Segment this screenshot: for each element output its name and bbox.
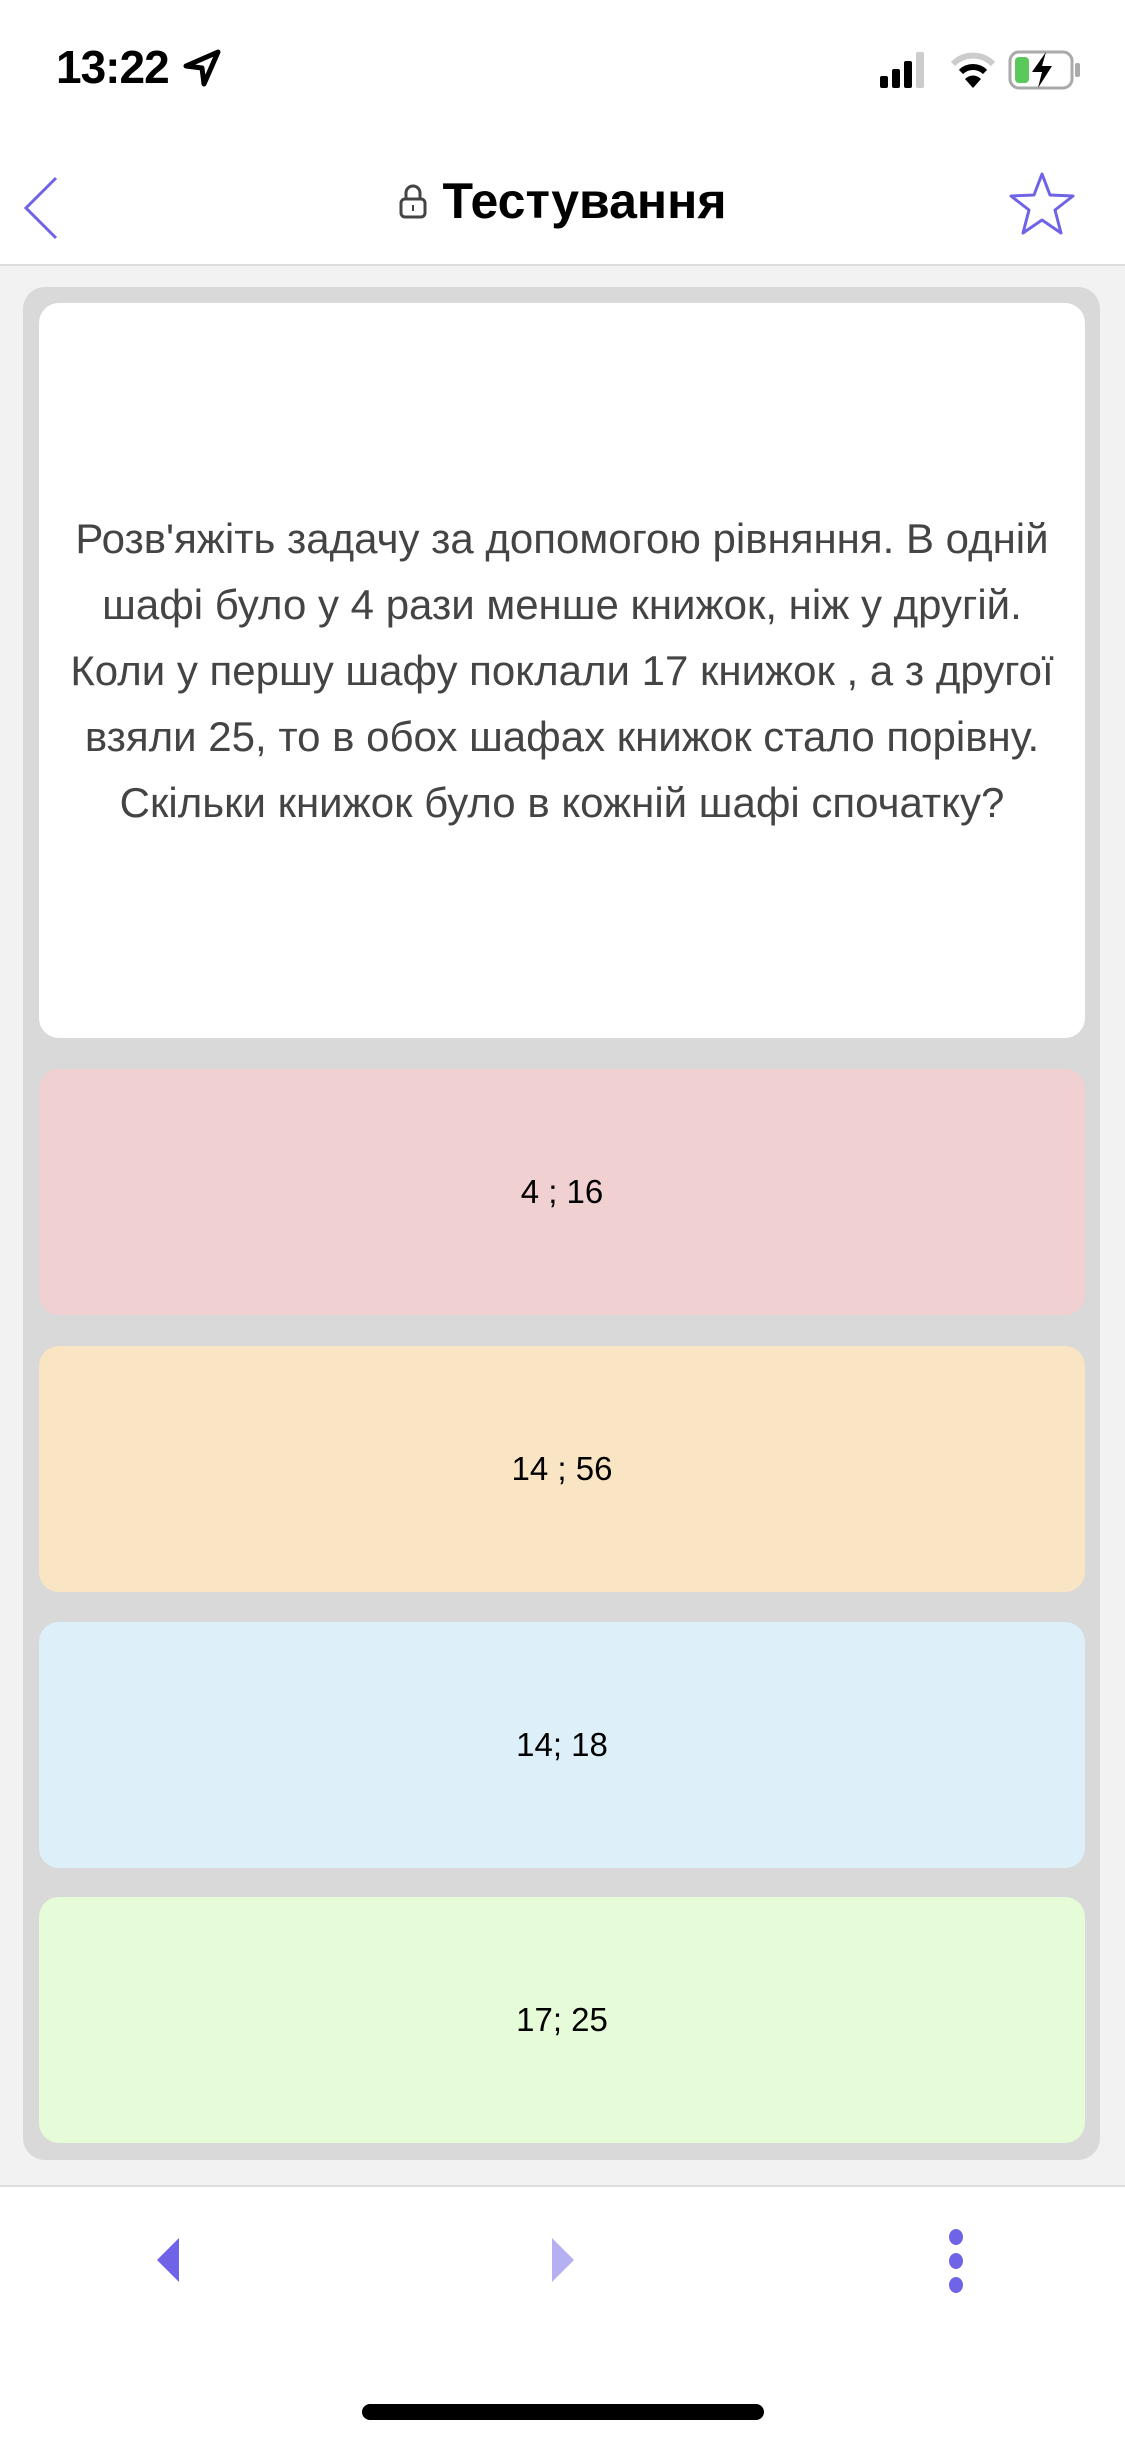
- answer-option-2[interactable]: 14 ; 56: [39, 1346, 1085, 1592]
- page-title: Тестування: [0, 168, 1125, 230]
- answer-option-4[interactable]: 17; 25: [39, 1897, 1085, 2143]
- answer-label: 14; 18: [516, 1726, 608, 1763]
- answer-label: 14 ; 56: [511, 1450, 613, 1487]
- status-time: 13:22: [56, 41, 170, 93]
- test-container: Розв'яжіть задачу за допомогою рівняння.…: [23, 287, 1100, 2160]
- previous-icon[interactable]: [155, 2237, 181, 2283]
- back-chevron-icon[interactable]: [22, 176, 62, 240]
- question-text: Розв'яжіть задачу за допомогою рівняння.…: [70, 514, 1054, 826]
- answer-label: 4 ; 16: [520, 1173, 604, 1210]
- lock-icon: [399, 184, 427, 219]
- answer-option-1[interactable]: 4 ; 16: [39, 1069, 1085, 1315]
- signal-icon: [880, 52, 924, 88]
- battery-charging-icon: [1008, 50, 1080, 90]
- star-icon[interactable]: [1008, 170, 1076, 238]
- wifi-icon: [950, 52, 996, 88]
- bottom-toolbar: [0, 2185, 1125, 2438]
- question-card: Розв'яжіть задачу за допомогою рівняння.…: [39, 303, 1085, 1038]
- location-arrow-icon: [183, 49, 221, 87]
- more-vertical-icon[interactable]: [945, 2229, 967, 2293]
- answer-option-3[interactable]: 14; 18: [39, 1622, 1085, 1868]
- page-title-text: Тестування: [442, 172, 727, 229]
- next-icon[interactable]: [550, 2237, 576, 2283]
- nav-bar: Тестування: [0, 140, 1125, 266]
- answer-label: 17; 25: [516, 2001, 608, 2038]
- home-indicator: [362, 2404, 764, 2420]
- status-bar: 13:22: [0, 0, 1125, 140]
